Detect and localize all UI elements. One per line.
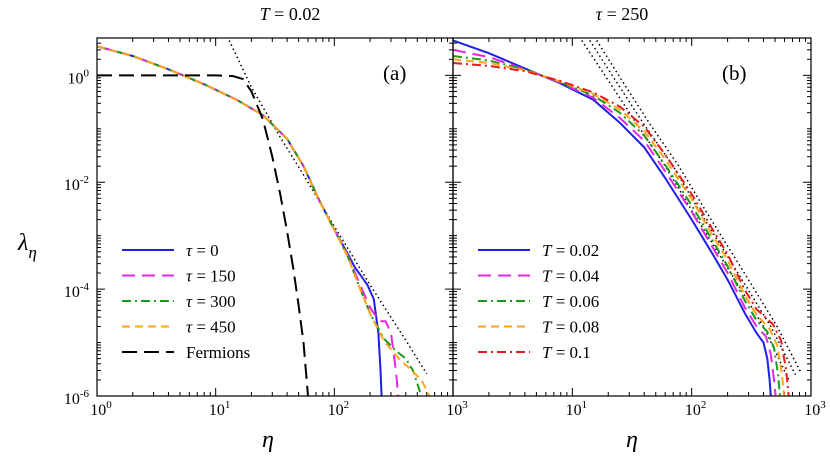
- series-line: [97, 74, 309, 396]
- x-axis-title-b: η: [626, 427, 638, 453]
- x-tick-label: 103: [804, 399, 826, 419]
- panel-a-label: (a): [383, 61, 406, 85]
- panel-b-legend: T = 0.02 T = 0.04 T = 0.06 T = 0.08 T = 0.1: [478, 241, 600, 362]
- x-axis-title-a: η: [262, 427, 274, 453]
- legend-label: τ = 450: [186, 318, 236, 337]
- panel-a-ticks: [96, 37, 453, 397]
- tick-labels: 100 101 102 103 100 10-2 10-4 10-6 101 102 103: [64, 67, 826, 419]
- y-tick-label: 10-2: [64, 174, 89, 194]
- y-tick-label: 100: [68, 67, 90, 87]
- y-axis-title: λη: [17, 230, 37, 262]
- series-line: [453, 58, 786, 396]
- legend-label: T = 0.08: [542, 318, 599, 337]
- reference-line: [596, 40, 802, 373]
- legend-label: T = 0.02: [542, 241, 599, 260]
- legend-label: T = 0.04: [542, 267, 600, 286]
- reference-line: [228, 40, 428, 375]
- panel-b-series: [453, 39, 802, 396]
- panel-a-legend: τ = 0 τ = 150 τ = 300 τ = 450 Fermions: [122, 241, 250, 362]
- series-line: [453, 62, 790, 396]
- panel-b-label: (b): [722, 61, 747, 85]
- panel-b-frame: [452, 37, 812, 397]
- series-line: [453, 48, 777, 396]
- x-tick-label: 102: [685, 399, 707, 419]
- series-line: [97, 45, 431, 396]
- legend-label: τ = 150: [186, 267, 236, 286]
- panel-a-title: T = 0.02: [260, 4, 321, 24]
- reference-line: [589, 39, 797, 376]
- x-tick-label: 102: [328, 399, 350, 419]
- series-line: [453, 39, 772, 396]
- panel-b-title: τ = 250: [596, 4, 649, 24]
- panel-b-ticks: [452, 37, 811, 397]
- legend-label: T = 0.1: [542, 343, 591, 362]
- x-tick-label: 101: [566, 399, 588, 419]
- x-tick-label: 101: [209, 399, 231, 419]
- legend-label: τ = 0: [186, 241, 219, 260]
- panel-a-frame: [96, 37, 454, 397]
- x-tick-label: 100: [90, 399, 112, 419]
- legend-label: τ = 300: [186, 292, 236, 311]
- y-tick-label: 10-6: [64, 388, 90, 408]
- series-line: [97, 45, 423, 396]
- reference-line: [581, 39, 790, 381]
- panel-a-series: [97, 40, 431, 396]
- y-tick-label: 10-4: [64, 281, 90, 301]
- legend-label: Fermions: [186, 343, 250, 362]
- x-tick-label: 103: [446, 399, 468, 419]
- legend-label: T = 0.06: [542, 292, 599, 311]
